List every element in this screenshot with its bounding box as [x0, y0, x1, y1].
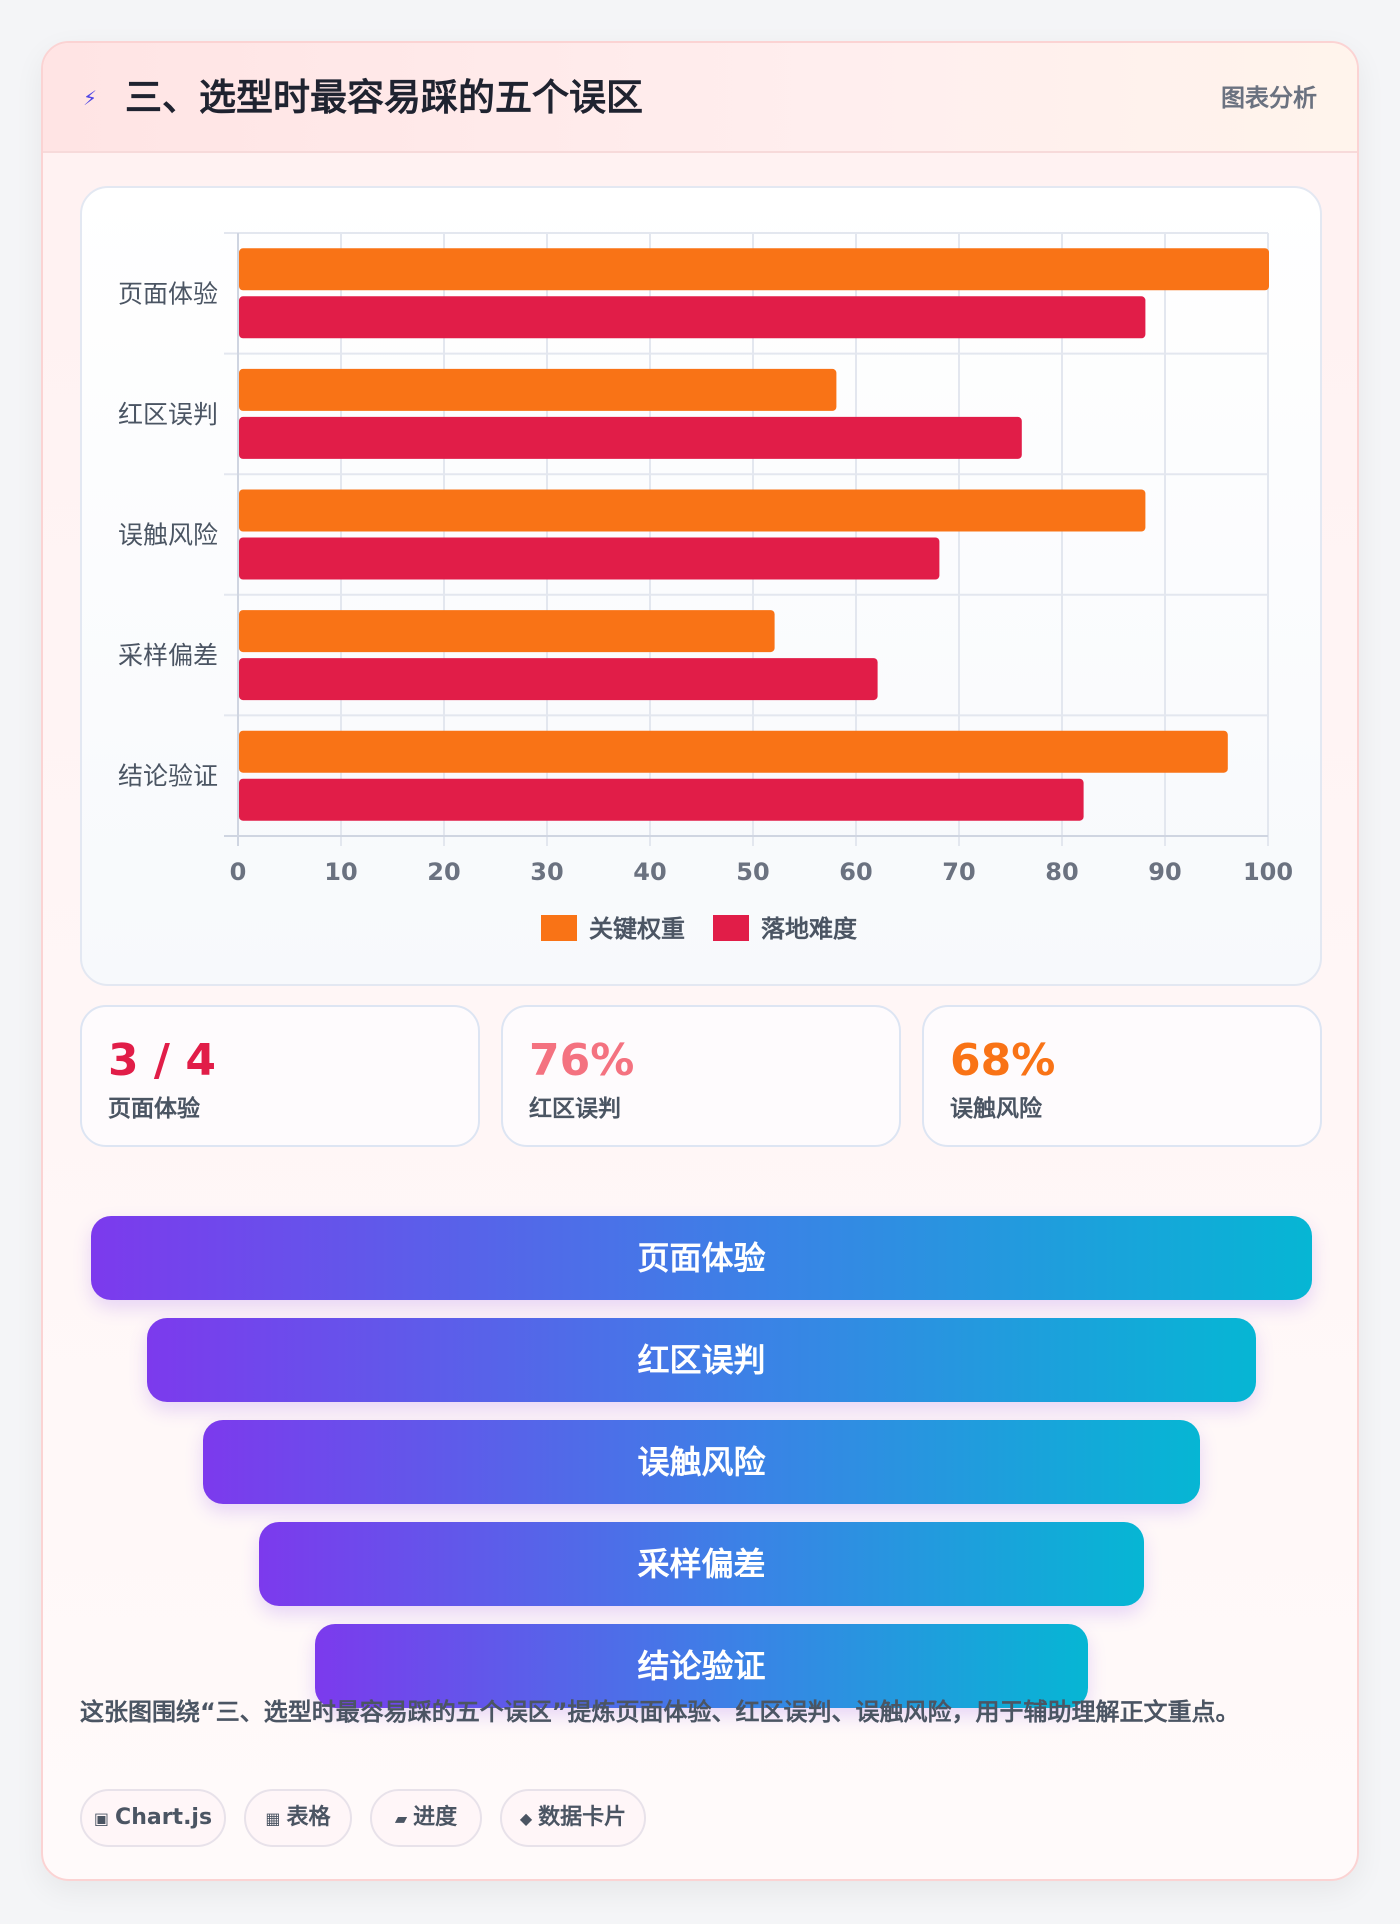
- x-tick-label: 70: [942, 858, 975, 886]
- chart-description: 这张图围绕“三、选型时最容易踩的五个误区”提炼页面体验、红区误判、误触风险，用于…: [80, 1698, 1240, 1726]
- chip-table[interactable]: ▦ 表格: [244, 1789, 352, 1847]
- x-tick-label: 90: [1148, 858, 1181, 886]
- bar: [239, 537, 940, 580]
- stat-value: 3 / 4: [108, 1035, 216, 1086]
- bar: [239, 416, 1022, 459]
- chip-data-card[interactable]: ◆ 数据卡片: [500, 1789, 646, 1847]
- x-tick-label: 80: [1045, 858, 1078, 886]
- section-card: ⚡ 三、选型时最容易踩的五个误区 图表分析 0 10 20 30 40 50 60 70 80 9…: [41, 41, 1359, 1881]
- progress-icon: ▰: [394, 1809, 408, 1828]
- y-category-label: 红区误判: [118, 400, 218, 429]
- x-tick-label: 100: [1243, 858, 1293, 886]
- y-category-label: 采样偏差: [118, 641, 218, 670]
- bar-chart: 0 10 20 30 40 50 60 70 80 90 100 页面体验红区误判误触风险采样偏差结论…: [118, 232, 1293, 943]
- stat-label: 误触风险: [950, 1096, 1042, 1122]
- chip-label: 表格: [286, 1805, 331, 1830]
- funnel-step: 结论验证: [315, 1624, 1088, 1708]
- table-icon: ▦: [265, 1809, 281, 1828]
- chip-label: 进度: [413, 1805, 458, 1830]
- x-tick-label: 40: [633, 858, 666, 886]
- funnel-step: 页面体验: [91, 1216, 1312, 1300]
- x-tick-label: 20: [427, 858, 460, 886]
- stat-cards: 3 / 4 页面体验 76% 红区误判 68% 误触风险: [80, 1005, 1322, 1147]
- stat-value: 76%: [529, 1035, 635, 1086]
- y-category-label: 页面体验: [118, 279, 218, 308]
- bar: [239, 296, 1146, 339]
- funnel-step: 采样偏差: [259, 1522, 1144, 1606]
- bar: [239, 658, 878, 701]
- stat-card: 3 / 4 页面体验: [80, 1005, 480, 1147]
- bar: [239, 489, 1146, 532]
- bar: [239, 778, 1084, 821]
- x-tick-label: 0: [230, 858, 247, 886]
- funnel: 页面体验 红区误判 误触风险 采样偏差 结论验证: [43, 1173, 1357, 1708]
- legend-swatch: [713, 915, 749, 941]
- legend-swatch: [541, 915, 577, 941]
- chart-panel: 0 10 20 30 40 50 60 70 80 90 100 页面体验红区误判误触风险采样偏差结论…: [80, 186, 1322, 986]
- stat-card: 68% 误触风险: [922, 1005, 1322, 1147]
- data-card-icon: ◆: [519, 1809, 533, 1828]
- section-title: 三、选型时最容易踩的五个误区: [125, 76, 643, 119]
- stat-value: 68%: [950, 1035, 1056, 1086]
- x-tick-label: 30: [530, 858, 563, 886]
- bar: [239, 730, 1228, 773]
- x-tick-label: 50: [736, 858, 769, 886]
- tag-chips: ▣ Chart.js ▦ 表格 ▰ 进度 ◆ 数据卡片: [80, 1789, 1320, 1847]
- legend-label: 落地难度: [761, 915, 858, 943]
- y-category-label: 结论验证: [118, 762, 218, 791]
- chart-analysis-tag: 图表分析: [1221, 84, 1317, 112]
- bar: [239, 368, 837, 411]
- stat-card: 76% 红区误判: [501, 1005, 901, 1147]
- chart-icon: ▣: [93, 1809, 110, 1828]
- funnel-step: 红区误判: [147, 1318, 1256, 1402]
- chip-label: Chart.js: [115, 1805, 213, 1830]
- chip-progress[interactable]: ▰ 进度: [370, 1789, 482, 1847]
- stat-label: 页面体验: [108, 1096, 200, 1122]
- section-header: ⚡ 三、选型时最容易踩的五个误区 图表分析: [43, 43, 1357, 153]
- bar: [239, 248, 1269, 291]
- lightning-icon: ⚡: [83, 86, 98, 110]
- x-tick-label: 60: [839, 858, 872, 886]
- stat-label: 红区误判: [529, 1096, 621, 1122]
- chip-chartjs[interactable]: ▣ Chart.js: [80, 1789, 226, 1847]
- x-tick-label: 10: [324, 858, 357, 886]
- bar: [239, 610, 775, 653]
- funnel-step: 误触风险: [203, 1420, 1200, 1504]
- legend-label: 关键权重: [589, 915, 685, 943]
- y-category-label: 误触风险: [118, 521, 218, 550]
- chip-label: 数据卡片: [538, 1805, 627, 1830]
